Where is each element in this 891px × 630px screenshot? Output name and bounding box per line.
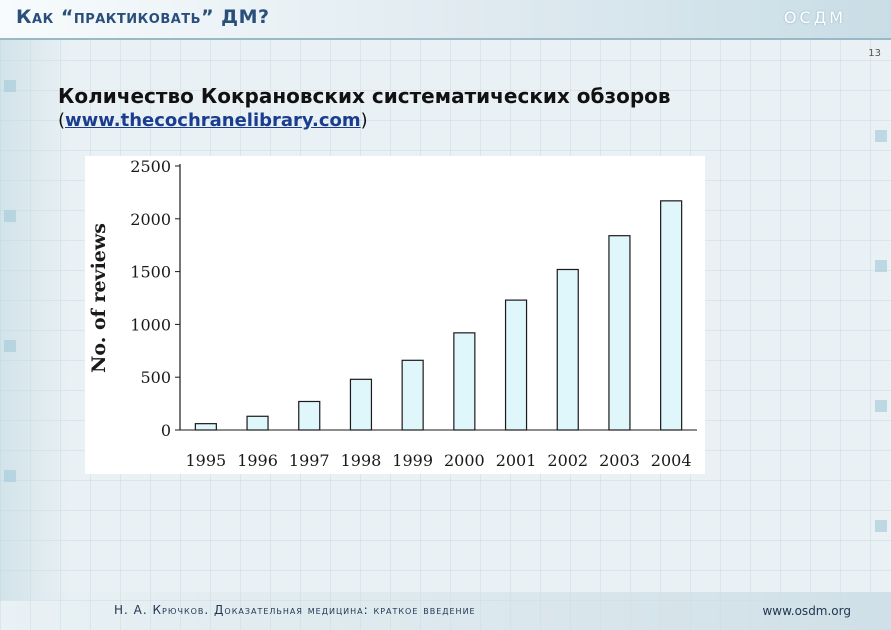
decor-square <box>875 520 887 532</box>
y-tick-label: 1500 <box>130 263 171 282</box>
x-tick-label: 1997 <box>289 451 330 470</box>
decor-square <box>4 470 16 482</box>
bar <box>349 378 373 431</box>
x-tick-label: 1996 <box>237 451 278 470</box>
y-tick-label: 500 <box>140 368 171 387</box>
x-tick-label: 1998 <box>341 451 382 470</box>
bar <box>194 423 217 431</box>
slide-title: Количество Кокрановских систематических … <box>58 84 671 108</box>
header-divider <box>0 38 891 40</box>
bar <box>504 299 528 431</box>
decor-square <box>875 400 887 412</box>
bar <box>401 359 424 431</box>
cochrane-library-link[interactable]: www.thecochranelibrary.com <box>65 110 361 131</box>
background-left-band <box>0 40 70 600</box>
x-tick-label: 2003 <box>599 451 640 470</box>
subtitle-open-paren: ( <box>58 110 66 131</box>
bar <box>246 415 269 431</box>
x-tick-label: 1999 <box>392 451 433 470</box>
bar <box>660 200 683 431</box>
decor-square <box>4 80 16 92</box>
y-axis-label: No. of reviews <box>88 223 110 373</box>
footer-url-link[interactable]: www.osdm.org <box>762 604 851 618</box>
header-title: Как “практиковать” ДМ? <box>16 6 270 28</box>
page-number: 13 <box>868 48 881 59</box>
x-tick-label: 2000 <box>444 451 485 470</box>
slide-subtitle: (www.thecochranelibrary.com) <box>58 110 368 131</box>
subtitle-close-paren: ) <box>360 110 368 131</box>
decor-square <box>4 340 16 352</box>
y-tick-label: 1000 <box>130 315 171 334</box>
footer-band <box>0 592 891 630</box>
y-tick-label: 0 <box>161 421 171 440</box>
bar-chart: 0 500 1000 1500 2000 2500 No. of reviews 1995 19… <box>88 157 697 470</box>
header-band <box>0 0 891 38</box>
decor-square <box>875 130 887 142</box>
x-tick-label: 2001 <box>496 451 537 470</box>
chart-panel: 0 500 1000 1500 2000 2500 No. of reviews 1995 19… <box>85 156 705 474</box>
bar <box>453 332 476 431</box>
bar <box>298 400 321 431</box>
x-tick-label: 2002 <box>547 451 588 470</box>
decor-square <box>875 260 887 272</box>
osdm-logo: ОСДМ <box>783 8 846 27</box>
x-tick-label: 2004 <box>651 451 692 470</box>
y-tick-label: 2500 <box>130 157 171 176</box>
footer-author-text: Н. А. Крючков. Доказательная медицина: к… <box>114 603 476 617</box>
x-tick-label: 1995 <box>185 451 226 470</box>
bar <box>608 235 631 431</box>
bar <box>556 268 579 431</box>
decor-square <box>4 210 16 222</box>
y-tick-label: 2000 <box>130 210 171 229</box>
